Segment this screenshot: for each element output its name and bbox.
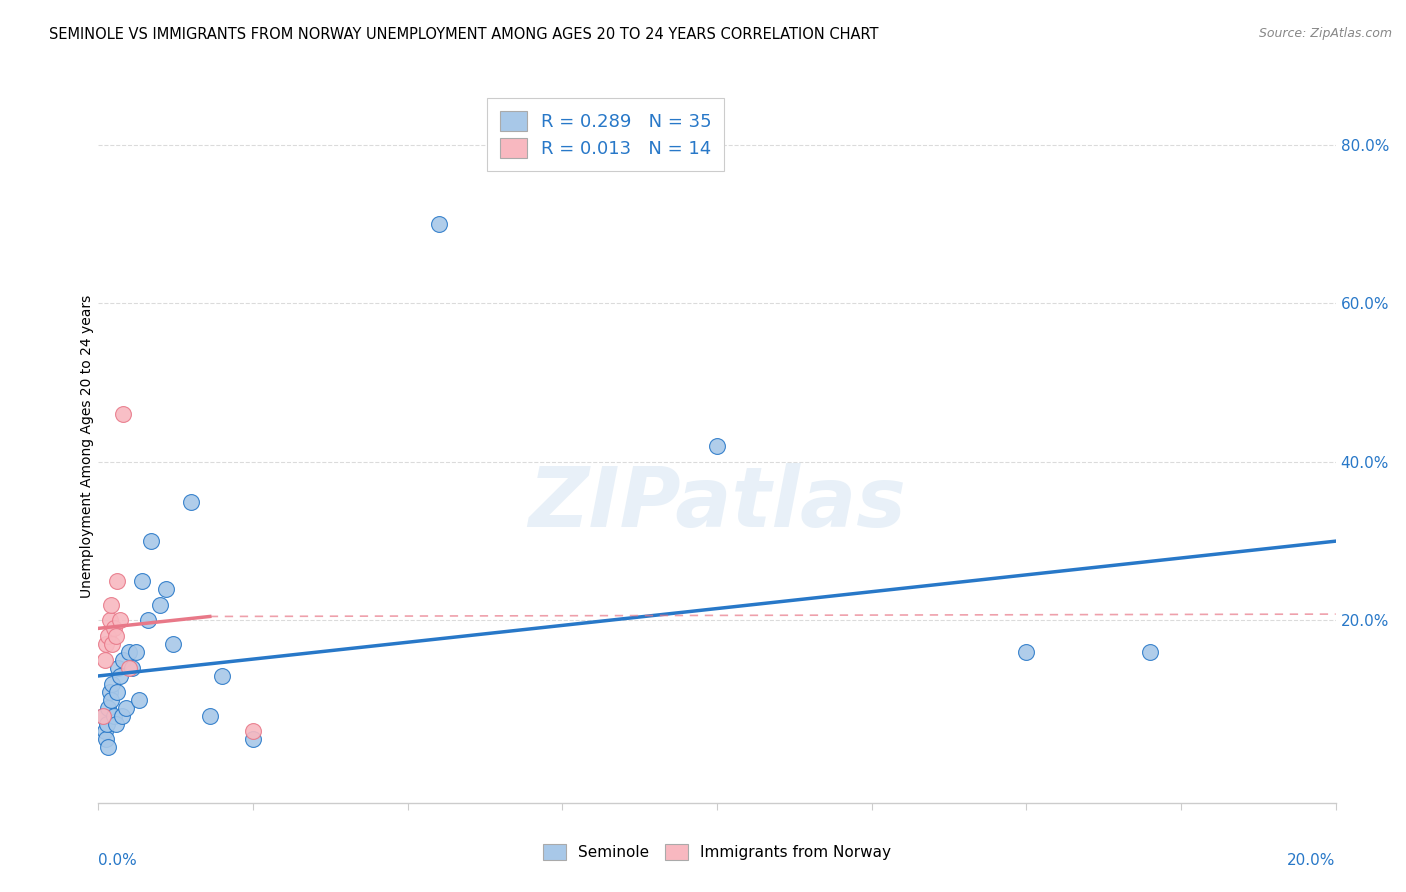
- Point: [112, 653, 135, 667]
- Point: [111, 708, 134, 723]
- Point: [94, 637, 117, 651]
- Point: [121, 661, 143, 675]
- Point: [149, 598, 172, 612]
- Point: [211, 669, 233, 683]
- Point: [136, 614, 159, 628]
- Point: [103, 621, 125, 635]
- Point: [427, 217, 450, 231]
- Point: [98, 614, 121, 628]
- Point: [93, 708, 115, 723]
- Point: [706, 439, 728, 453]
- Point: [124, 645, 146, 659]
- Point: [155, 582, 177, 596]
- Point: [112, 407, 135, 421]
- Point: [115, 700, 138, 714]
- Point: [105, 685, 128, 699]
- Point: [101, 677, 124, 691]
- Legend: Seminole, Immigrants from Norway: Seminole, Immigrants from Norway: [537, 838, 897, 866]
- Point: [103, 708, 125, 723]
- Point: [1015, 645, 1038, 659]
- Point: [107, 661, 129, 675]
- Point: [128, 692, 150, 706]
- Text: 0.0%: 0.0%: [98, 853, 138, 868]
- Y-axis label: Unemployment Among Ages 20 to 24 years: Unemployment Among Ages 20 to 24 years: [80, 294, 94, 598]
- Point: [118, 645, 141, 659]
- Text: Source: ZipAtlas.com: Source: ZipAtlas.com: [1258, 27, 1392, 40]
- Point: [180, 494, 202, 508]
- Text: SEMINOLE VS IMMIGRANTS FROM NORWAY UNEMPLOYMENT AMONG AGES 20 TO 24 YEARS CORREL: SEMINOLE VS IMMIGRANTS FROM NORWAY UNEMP…: [49, 27, 879, 42]
- Point: [1139, 645, 1161, 659]
- Point: [97, 629, 120, 643]
- Point: [139, 534, 162, 549]
- Point: [101, 637, 124, 651]
- Point: [242, 724, 264, 739]
- Point: [131, 574, 153, 588]
- Point: [94, 732, 117, 747]
- Point: [100, 598, 122, 612]
- Point: [93, 724, 115, 739]
- Point: [96, 716, 118, 731]
- Text: ZIPatlas: ZIPatlas: [529, 463, 905, 543]
- Point: [198, 708, 221, 723]
- Point: [97, 700, 120, 714]
- Point: [104, 629, 127, 643]
- Point: [98, 685, 121, 699]
- Point: [162, 637, 184, 651]
- Point: [118, 661, 141, 675]
- Point: [93, 708, 115, 723]
- Point: [108, 669, 131, 683]
- Point: [104, 716, 127, 731]
- Point: [93, 653, 115, 667]
- Point: [242, 732, 264, 747]
- Point: [100, 692, 122, 706]
- Point: [105, 574, 128, 588]
- Text: 20.0%: 20.0%: [1288, 853, 1336, 868]
- Point: [97, 740, 120, 755]
- Point: [108, 614, 131, 628]
